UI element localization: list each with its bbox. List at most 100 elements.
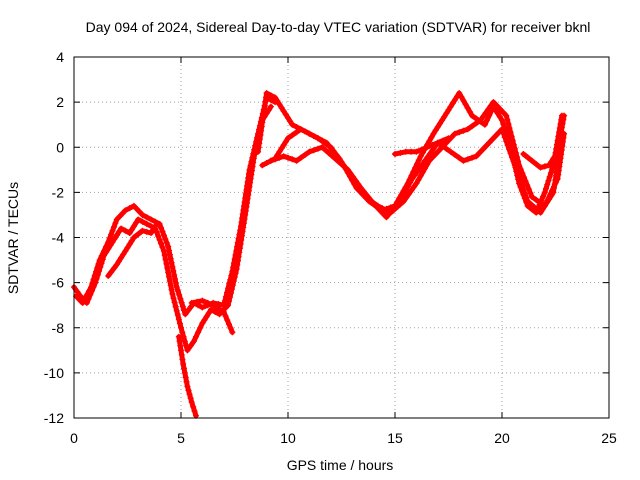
data-point: [556, 136, 563, 143]
data-point: [306, 148, 313, 155]
data-point: [190, 338, 197, 345]
data-point: [180, 365, 187, 372]
data-point: [166, 278, 173, 285]
data-point: [90, 276, 97, 283]
data-point: [233, 247, 240, 254]
data-point: [506, 125, 513, 132]
data-point: [556, 140, 563, 147]
data-point: [373, 204, 380, 211]
data-point: [194, 298, 201, 305]
data-point: [429, 141, 436, 148]
data-point: [341, 163, 348, 170]
data-point: [96, 257, 103, 264]
data-point: [319, 137, 326, 144]
data-point: [362, 191, 369, 198]
data-point: [466, 108, 473, 115]
data-point: [166, 247, 173, 254]
data-point: [458, 93, 465, 100]
data-point: [496, 105, 503, 112]
data-point: [109, 227, 116, 234]
data-point: [133, 219, 140, 226]
data-point: [314, 145, 321, 152]
data-point: [143, 220, 150, 227]
data-point: [404, 183, 411, 190]
data-point: [239, 215, 246, 222]
data-point: [262, 94, 269, 101]
data-point: [181, 369, 188, 376]
data-point: [415, 176, 422, 183]
data-point: [501, 134, 508, 141]
data-point: [199, 304, 206, 311]
data-point: [158, 240, 165, 247]
data-point: [225, 321, 232, 328]
data-point: [293, 123, 300, 130]
data-point: [185, 307, 192, 314]
data-point: [558, 128, 565, 135]
data-point: [105, 272, 112, 279]
data-point: [528, 157, 535, 164]
data-point: [113, 216, 120, 223]
data-point: [352, 177, 359, 184]
data-point: [405, 191, 412, 198]
data-point: [130, 202, 137, 209]
data-point: [338, 161, 345, 168]
data-point: [172, 280, 179, 287]
data-point: [118, 254, 125, 261]
data-point: [551, 181, 558, 188]
data-point: [126, 205, 133, 212]
data-point: [443, 110, 450, 117]
data-point: [499, 126, 505, 133]
data-point: [477, 117, 484, 124]
data-point: [464, 156, 471, 163]
data-point: [421, 157, 428, 164]
data-point: [314, 135, 321, 142]
data-point: [424, 144, 431, 151]
data-point: [169, 290, 176, 297]
data-point: [76, 296, 83, 303]
data-point: [122, 248, 129, 255]
data-point: [310, 132, 317, 139]
data-point: [133, 205, 140, 212]
data-point: [150, 226, 157, 233]
data-point: [537, 199, 544, 206]
data-point: [293, 129, 300, 136]
data-point: [234, 243, 241, 250]
data-point: [236, 231, 243, 238]
data-point: [393, 201, 400, 208]
data-point: [427, 150, 434, 157]
data-point: [162, 236, 169, 243]
data-point: [178, 299, 185, 306]
data-point: [178, 347, 184, 354]
data-point: [199, 320, 206, 327]
data-point: [227, 276, 234, 283]
data-point: [414, 161, 421, 168]
data-point: [480, 113, 487, 120]
data-point: [347, 170, 354, 177]
data-point: [135, 216, 142, 223]
data-point: [261, 102, 268, 109]
data-point: [224, 289, 231, 296]
data-point: [451, 130, 458, 137]
data-point: [225, 285, 232, 292]
data-point: [516, 174, 523, 181]
data-point: [238, 219, 245, 226]
data-point: [81, 295, 88, 302]
data-point: [408, 187, 415, 194]
data-point: [160, 232, 167, 239]
data-point: [113, 232, 120, 239]
data-point: [110, 265, 117, 272]
data-point: [222, 293, 229, 300]
data-point: [489, 136, 496, 143]
data-point: [190, 403, 197, 410]
x-tick-label: 15: [387, 430, 403, 446]
y-tick-label: -4: [52, 230, 65, 246]
data-point: [188, 399, 195, 406]
data-point: [237, 227, 244, 234]
data-point: [239, 211, 246, 218]
data-point: [486, 112, 493, 119]
data-point: [511, 162, 518, 169]
data-point: [434, 123, 441, 130]
data-point: [541, 202, 548, 209]
data-point: [326, 142, 333, 149]
data-point: [267, 157, 274, 164]
